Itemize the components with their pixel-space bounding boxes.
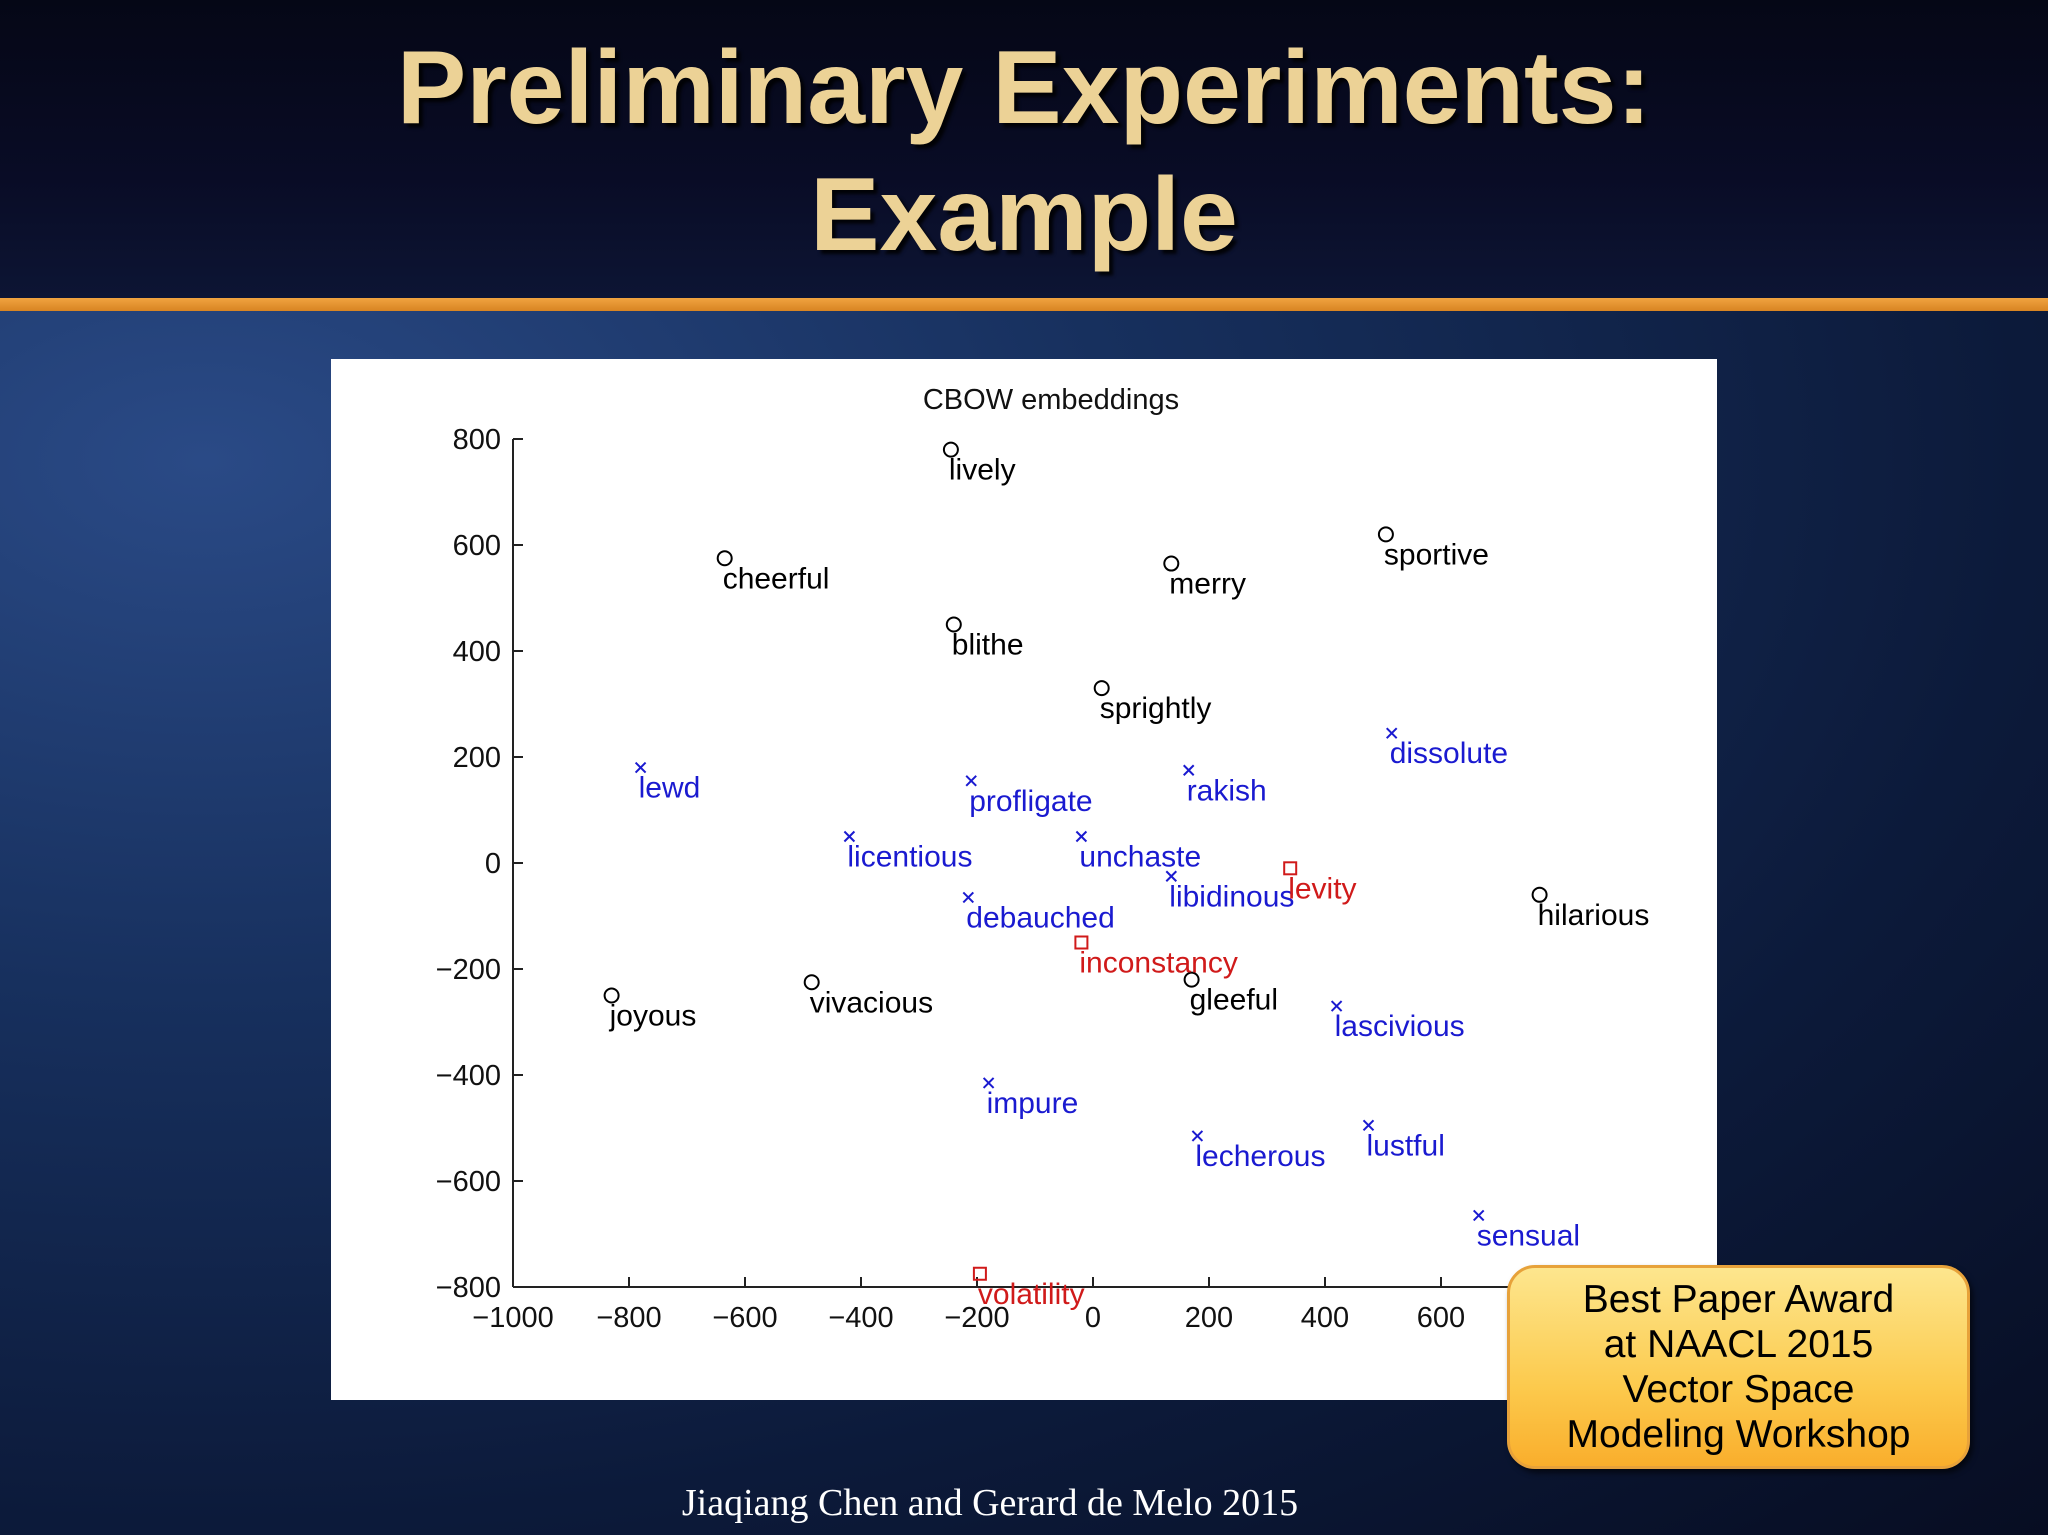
x-tick-label: −600 [712, 1302, 777, 1334]
point-marker-circle [1093, 680, 1110, 697]
title-bar: Preliminary Experiments: Example [0, 0, 2048, 298]
point-label: dissolute [1390, 737, 1508, 770]
point-label: inconstancy [1079, 947, 1237, 980]
cross-stroke [1472, 1209, 1485, 1222]
point-label: joyous [609, 1000, 697, 1033]
x-tick-label: −800 [596, 1302, 661, 1334]
point-label: rakish [1187, 774, 1267, 807]
point-label: merry [1169, 568, 1246, 601]
point-marker-square [972, 1266, 987, 1281]
data-points: lively cheerful merry sportive blithe spright… [603, 441, 1650, 1311]
point-marker-cross [1472, 1209, 1485, 1222]
cross-stroke [962, 891, 975, 904]
point-label: libidinous [1169, 880, 1294, 913]
x-tick-label: 200 [1185, 1302, 1233, 1334]
x-tick-label: 600 [1417, 1302, 1465, 1334]
y-tick-label: 600 [453, 530, 501, 562]
chart-panel: CBOW embeddings 800 600 400 200 0 −200 −400 −60… [331, 359, 1717, 1400]
point-label: lascivious [1335, 1010, 1465, 1043]
point-marker-circle [1163, 555, 1180, 572]
scatter-chart: CBOW embeddings 800 600 400 200 0 −200 −400 −60… [436, 384, 1673, 1334]
point-marker-cross [965, 775, 977, 787]
point-label: gleeful [1190, 984, 1278, 1017]
point-marker-circle [1183, 971, 1200, 988]
point-label: sportive [1384, 538, 1489, 571]
cross-stroke [965, 775, 977, 787]
point-label: unchaste [1079, 841, 1201, 874]
point-marker-cross [962, 891, 975, 904]
award-line: at NAACL 2015 [1603, 1323, 1874, 1366]
cross-stroke [982, 1077, 995, 1089]
point-label: sensual [1477, 1219, 1580, 1252]
cross-stroke [1330, 1000, 1343, 1012]
x-tick-label: −400 [828, 1302, 893, 1334]
award-line: Best Paper Award [1582, 1278, 1895, 1321]
point-label: lewd [639, 772, 701, 805]
point-marker-square [1283, 861, 1298, 876]
chart-title: CBOW embeddings [923, 384, 1179, 416]
y-tick-label: −400 [436, 1060, 501, 1092]
x-tick-label: 0 [1085, 1302, 1101, 1334]
x-tick-label: 400 [1301, 1302, 1349, 1334]
point-label: levity [1288, 872, 1356, 905]
x-tick-label: −200 [944, 1302, 1009, 1334]
cross-stroke [634, 761, 647, 774]
point-marker-circle [945, 616, 962, 633]
point-label: volatility [978, 1278, 1085, 1311]
y-tick-label: −800 [436, 1272, 501, 1304]
point-marker-circle [1531, 886, 1548, 903]
point-label: lustful [1367, 1129, 1445, 1162]
y-tick-label: −600 [436, 1166, 501, 1198]
point-label: profligate [969, 785, 1092, 818]
footer-credit: Jiaqiang Chen and Gerard de Melo 2015 [681, 1482, 1299, 1524]
y-tick-label: −200 [436, 954, 501, 986]
point-marker-circle [1377, 526, 1394, 543]
point-marker-cross [843, 830, 856, 843]
point-label: vivacious [810, 986, 933, 1019]
award-line: Modeling Workshop [1566, 1413, 1911, 1456]
point-marker-circle [942, 441, 959, 458]
point-marker-cross [1330, 1000, 1343, 1012]
slide-title-line-2: Example [810, 157, 1238, 273]
accent-rule [0, 298, 2048, 311]
point-marker-cross [1165, 870, 1178, 882]
cross-stroke [1191, 1130, 1204, 1142]
point-label: licentious [847, 841, 972, 874]
point-marker-cross [634, 761, 647, 774]
point-label: lively [949, 454, 1016, 487]
point-marker-cross [1182, 764, 1195, 776]
point-marker-cross [1385, 727, 1398, 739]
point-label: impure [987, 1087, 1079, 1120]
point-label: sprightly [1100, 692, 1212, 725]
cross-stroke [1165, 870, 1178, 882]
point-marker-square [1074, 935, 1089, 950]
point-marker-cross [1191, 1130, 1204, 1142]
cross-stroke [1385, 727, 1398, 739]
y-tick-label: 400 [453, 636, 501, 668]
point-marker-cross [1075, 830, 1088, 843]
point-marker-cross [1362, 1119, 1375, 1132]
award-line: Vector Space [1622, 1368, 1855, 1411]
point-label: blithe [952, 629, 1024, 662]
cross-stroke [1075, 830, 1088, 843]
point-label: debauched [966, 901, 1114, 934]
y-tick-label: 200 [453, 742, 501, 774]
point-marker-circle [803, 974, 820, 991]
point-label: cheerful [723, 562, 830, 595]
cross-stroke [1362, 1119, 1375, 1132]
y-tick-label: 800 [453, 424, 501, 456]
award-badge: Best Paper Award at NAACL 2015 Vector Sp… [1507, 1265, 1970, 1469]
cross-stroke [843, 830, 856, 843]
y-tick-label: 0 [485, 848, 501, 880]
slide-title: Preliminary Experiments: [396, 30, 1652, 146]
cross-stroke [1182, 764, 1195, 776]
point-label: lecherous [1195, 1140, 1325, 1173]
point-marker-circle [716, 550, 733, 567]
point-label: hilarious [1538, 899, 1650, 932]
point-marker-cross [982, 1077, 995, 1089]
point-marker-circle [603, 987, 620, 1004]
x-tick-label: −1000 [472, 1302, 553, 1334]
